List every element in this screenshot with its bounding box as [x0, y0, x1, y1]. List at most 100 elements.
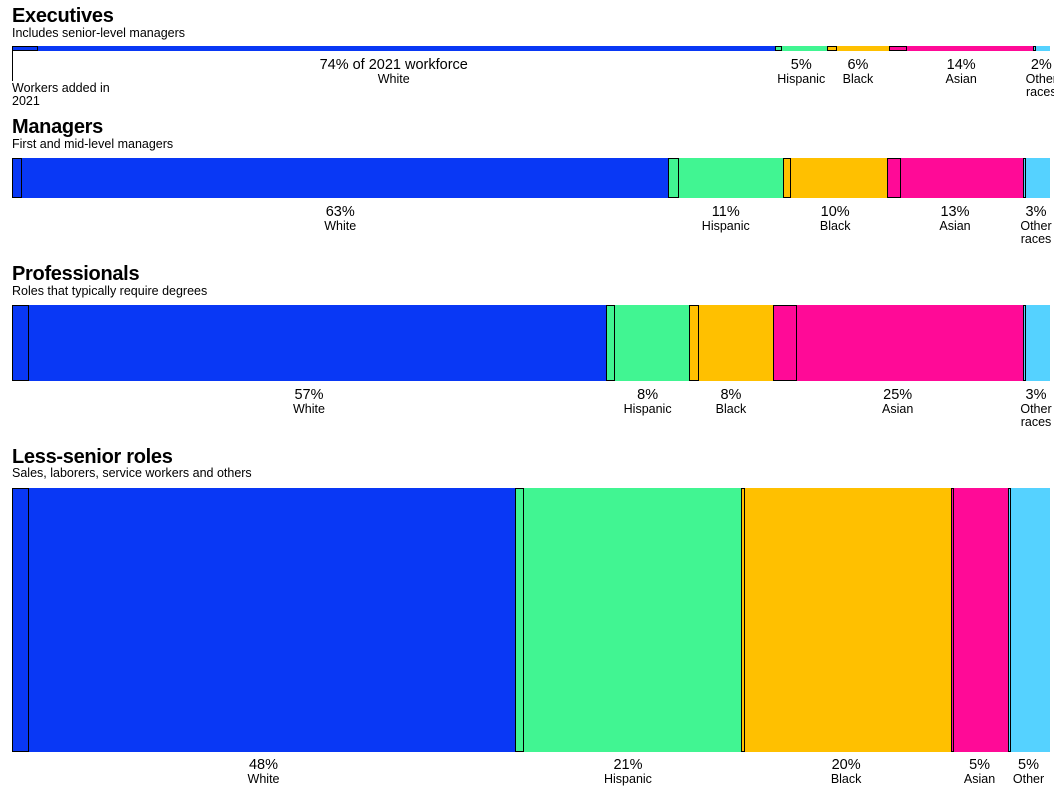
chart-less-senior: Less-senior roles Sales, laborers, servi… — [0, 443, 1054, 792]
segment-value: 48% — [248, 757, 279, 773]
segment-label-black: 8% Black — [716, 387, 747, 416]
bar-segment-black — [783, 158, 888, 198]
segment-category: White — [292, 402, 325, 416]
segment-label-hispanic: 8% Hispanic — [624, 387, 672, 416]
added-2021-other-races — [1007, 488, 1011, 752]
segment-label-other-races: 3% Other races — [1020, 387, 1051, 429]
bar-segment-hispanic — [605, 305, 690, 381]
segment-category: Hispanic — [603, 772, 652, 786]
segment-category: Hispanic — [777, 72, 826, 86]
segment-value: 13% — [940, 204, 970, 220]
added-2021-asian — [951, 488, 955, 752]
segment-value: 3% — [1025, 387, 1047, 403]
bar-segment-asian — [772, 305, 1023, 381]
bar-segment-asian — [888, 46, 1034, 51]
segment-label-black: 20% Black — [831, 757, 862, 786]
segment-label-hispanic: 21% Hispanic — [604, 757, 652, 786]
chart-title: Executives — [12, 5, 114, 27]
segment-label-white: 48% White — [248, 757, 280, 786]
bar-segment-black — [827, 46, 889, 51]
segment-category: Black — [842, 72, 874, 86]
segment-value: 74% of 2021 workforce — [319, 57, 468, 73]
bar-segment-hispanic — [515, 488, 741, 752]
segment-label-asian: 14% Asian — [946, 57, 977, 86]
chart-subtitle: Roles that typically require degrees — [12, 284, 208, 298]
added-2021-asian — [887, 158, 901, 198]
segment-category: Other — [1012, 772, 1045, 786]
segment-value: 2% — [1030, 57, 1052, 73]
bar-segment-hispanic — [668, 158, 784, 198]
segment-category: White — [324, 219, 357, 233]
segment-category: Asian — [963, 772, 996, 786]
segment-category: White — [377, 72, 410, 86]
stacked-bar — [12, 305, 1050, 381]
added-2021-hispanic — [668, 158, 679, 198]
added-2021-asian — [888, 46, 908, 51]
segment-value: 14% — [946, 57, 976, 73]
chart-subtitle: First and mid-level managers — [12, 137, 174, 151]
segment-category: Black — [819, 219, 851, 233]
added-2021-other-races — [1022, 158, 1026, 198]
segment-category: White — [247, 772, 280, 786]
stacked-bar — [12, 158, 1050, 198]
bar-segment-other-races — [1022, 305, 1050, 381]
segment-category: Hispanic — [623, 402, 672, 416]
added-2021-black — [827, 46, 838, 51]
segment-label-asian: 25% Asian — [882, 387, 913, 416]
segment-value: 57% — [294, 387, 324, 403]
added-2021-white — [12, 305, 29, 381]
segment-category: Other races — [1020, 219, 1052, 246]
segment-label-other-races: 5% Other — [1013, 757, 1044, 786]
segment-value: 5% — [1018, 757, 1039, 773]
segment-category: Black — [830, 772, 862, 786]
segment-label-white: 63% White — [324, 204, 356, 233]
segment-label-other-races: 2% Other races — [1026, 57, 1054, 99]
bar-segment-hispanic — [775, 46, 828, 51]
bar-segment-black — [689, 305, 773, 381]
segment-value: 11% — [711, 204, 740, 220]
segment-category: Asian — [882, 402, 914, 416]
added-2021-asian — [772, 305, 797, 381]
chart-subtitle: Includes senior-level managers — [12, 26, 186, 40]
added-bracket-tick — [12, 51, 13, 81]
segment-label-asian: 13% Asian — [939, 204, 970, 233]
segment-value: 20% — [831, 757, 861, 773]
segment-value: 10% — [820, 204, 850, 220]
segment-value: 25% — [883, 387, 913, 403]
segment-label-white: 57% White — [293, 387, 325, 416]
segment-value: 5% — [969, 757, 991, 773]
added-2021-black — [783, 158, 792, 198]
segment-label-other-races: 3% Other races — [1020, 204, 1051, 246]
added-2021-white — [12, 488, 30, 752]
segment-label-white: 74% of 2021 workforce White — [320, 57, 468, 86]
segment-value: 21% — [613, 757, 643, 773]
chart-title: Professionals — [12, 263, 140, 285]
segment-label-asian: 5% Asian — [964, 757, 995, 786]
bar-segment-other-races — [1033, 46, 1050, 51]
chart-professionals: Professionals Roles that typically requi… — [0, 260, 1054, 440]
chart-title: Less-senior roles — [12, 446, 173, 468]
bar-segment-white — [12, 305, 606, 381]
added-2021-white — [12, 158, 23, 198]
segment-category: Asian — [945, 72, 977, 86]
bar-segment-asian — [887, 158, 1023, 198]
bar-segment-white — [12, 488, 516, 752]
added-2021-hispanic — [775, 46, 782, 51]
segment-value: 5% — [790, 57, 812, 73]
segment-category: Other races — [1020, 402, 1052, 429]
segment-value: 63% — [325, 204, 355, 220]
bar-segment-asian — [951, 488, 1008, 752]
segment-label-black: 10% Black — [820, 204, 851, 233]
bar-segment-white — [12, 46, 776, 51]
chart-executives: Executives Includes senior-level manager… — [0, 0, 1054, 110]
added-2021-white — [12, 46, 38, 51]
segment-label-hispanic: 5% Hispanic — [777, 57, 825, 86]
added-2021-black — [740, 488, 745, 752]
workers-added-note: Workers added in 2021 — [12, 81, 110, 108]
bar-segment-white — [12, 158, 669, 198]
segment-label-black: 6% Black — [843, 57, 874, 86]
chart-title: Managers — [12, 116, 103, 138]
segment-category: Black — [715, 402, 747, 416]
added-2021-other-races — [1033, 46, 1037, 51]
segment-label-hispanic: 11% Hispanic — [702, 204, 750, 233]
